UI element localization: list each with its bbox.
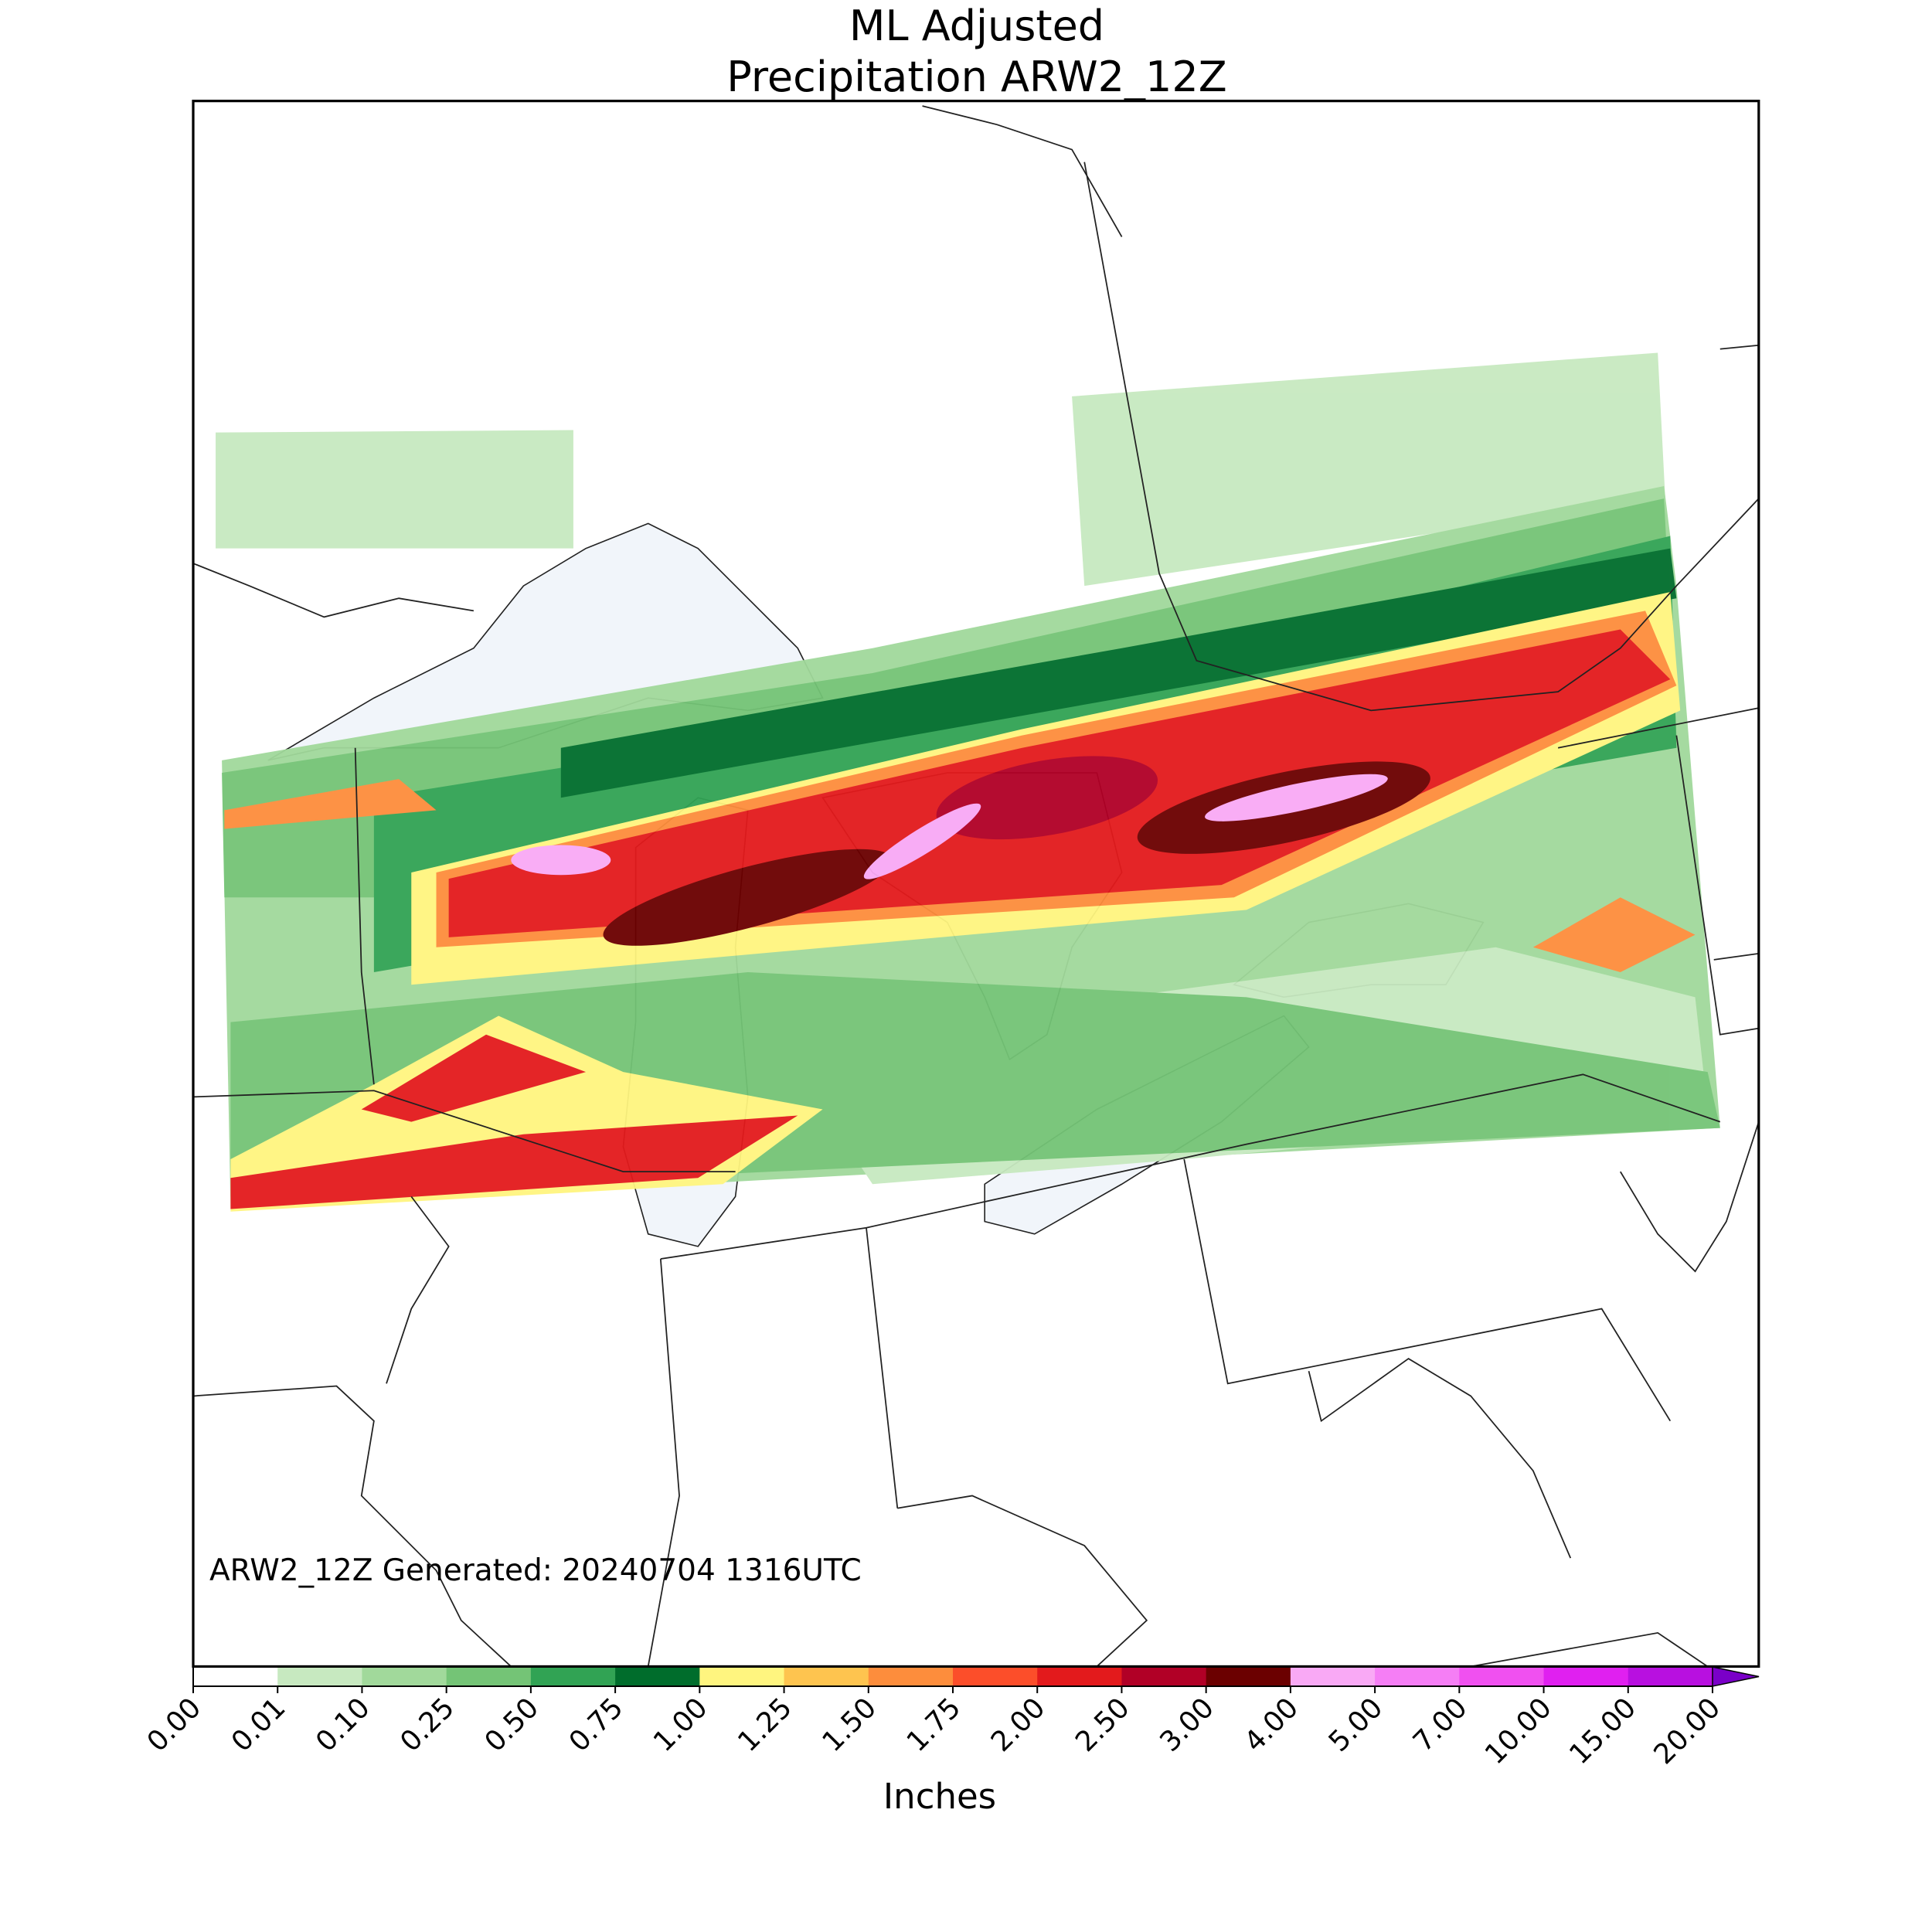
colorbar-tick-label: 1.00: [648, 1692, 714, 1758]
colorbar-bin: [953, 1667, 1038, 1686]
colorbar-tick-label: 7.00: [1407, 1692, 1474, 1758]
colorbar-label: Inches: [883, 1776, 996, 1817]
colorbar-bin: [1206, 1667, 1291, 1686]
colorbar-bin: [193, 1667, 278, 1686]
colorbar-bin: [1121, 1667, 1207, 1686]
colorbar-tick-label: 1.25: [732, 1692, 798, 1758]
title-line: ML Adjusted: [849, 2, 1104, 50]
precip-field: [216, 352, 1720, 1212]
colorbar-tick-label: 0.10: [310, 1692, 376, 1758]
map-layers: [192, 105, 1759, 1667]
colorbar-tick-label: 2.50: [1070, 1692, 1136, 1758]
colorbar-bin: [362, 1667, 447, 1686]
colorbar-bin: [1628, 1667, 1713, 1686]
colorbar-tick-label: 0.00: [141, 1692, 208, 1758]
colorbar-bin: [530, 1667, 616, 1686]
colorbar-extend: [1712, 1666, 1760, 1687]
colorbar-tick-label: 1.50: [816, 1692, 883, 1758]
colorbar-bin: [784, 1667, 869, 1686]
colorbar-tick-label: 2.00: [985, 1692, 1052, 1758]
borders: [192, 105, 1759, 1667]
colorbar-tick-label: 5.00: [1323, 1692, 1389, 1758]
map: [192, 100, 1760, 1668]
colorbar-tick-label: 0.75: [563, 1692, 630, 1758]
colorbar-bin: [277, 1667, 362, 1686]
colorbar-bin: [615, 1667, 700, 1686]
colorbar: 0.00 0.01 0.10 0.25 0.50 0.75 1.00 1.25 1.50 1.75…: [141, 1666, 1760, 1770]
colorbar-bin: [446, 1667, 532, 1686]
colorbar-tick-label: 15.00: [1563, 1692, 1642, 1770]
colorbar-bin: [1543, 1667, 1629, 1686]
colorbar-bin: [699, 1667, 785, 1686]
colorbar-tick-label: 0.50: [479, 1692, 546, 1758]
colorbar-bin: [1037, 1667, 1122, 1686]
title-line: Precipitation ARW2_12Z: [726, 53, 1226, 101]
colorbar-tick-label: 20.00: [1648, 1692, 1726, 1770]
colorbar-bin: [1375, 1667, 1460, 1686]
colorbar-tick-label: 3.00: [1154, 1692, 1220, 1758]
annotation: ARW2_12Z Generated: 20240704 1316UTC: [209, 1553, 862, 1588]
colorbar-bin: [1459, 1667, 1545, 1686]
colorbar-tick-label: 0.25: [394, 1692, 461, 1758]
colorbar-bin: [868, 1667, 954, 1686]
colorbar-tick-label: 10.00: [1479, 1692, 1558, 1770]
colorbar-tick-label: 0.01: [226, 1692, 292, 1758]
colorbar-tick-label: 4.00: [1239, 1692, 1305, 1758]
colorbar-tick-label: 1.75: [901, 1692, 968, 1758]
colorbar-bin: [1290, 1667, 1376, 1686]
